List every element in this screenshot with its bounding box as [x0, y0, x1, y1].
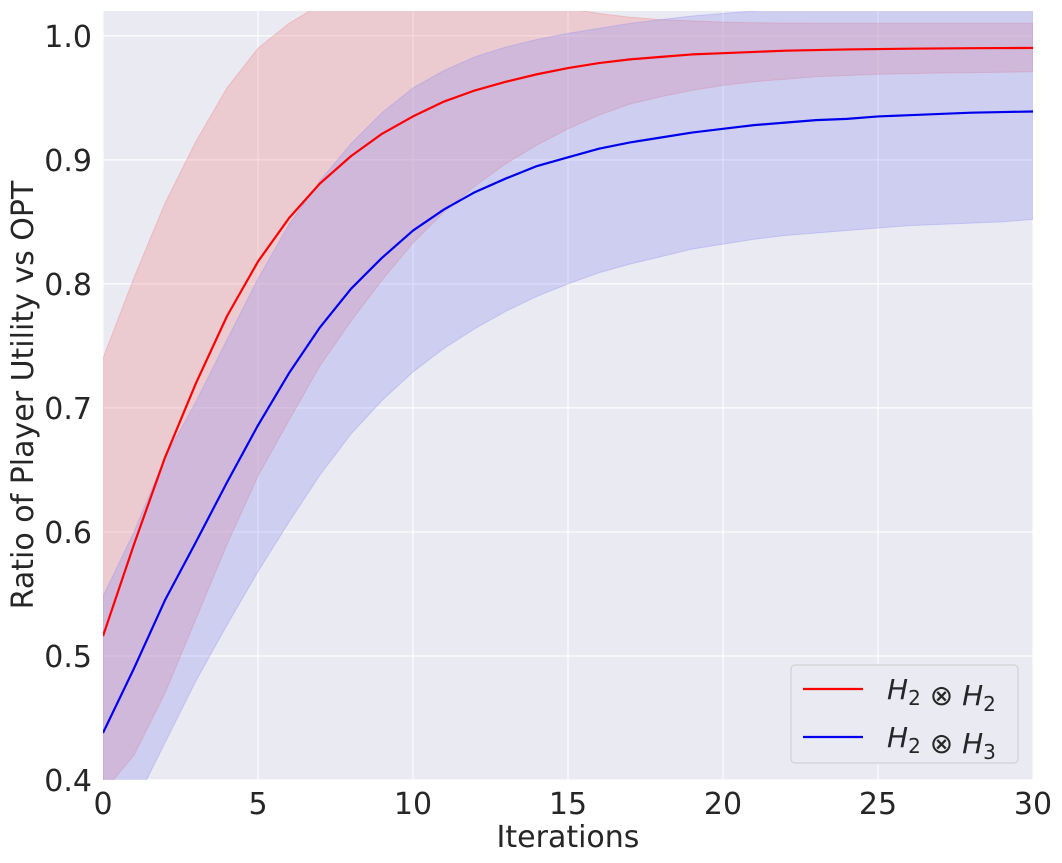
series-2-line: [103, 110, 1033, 734]
legend: H2 ⊗ H2 H2 ⊗ H3: [790, 664, 1019, 764]
x-tick-label: 0: [93, 787, 112, 822]
y-axis-label: Ratio of Player Utility vs OPT: [6, 180, 41, 609]
y-tick-label: 0.9: [44, 144, 92, 179]
x-tick-labels: 0 5 10 15 20 25 30: [93, 787, 1052, 822]
x-tick-label: 30: [1014, 787, 1052, 822]
y-tick-labels: 0.4 0.5 0.6 0.7 0.8 0.9 1.0: [44, 20, 92, 799]
series-lines: [103, 46, 1033, 734]
x-tick-label: 20: [704, 787, 742, 822]
legend-label-2: H2 ⊗ H3: [887, 721, 996, 764]
x-tick-label: 15: [549, 787, 587, 822]
legend-label-1: H2 ⊗ H2: [887, 673, 996, 716]
x-tick-label: 5: [248, 787, 267, 822]
y-tick-label: 1.0: [44, 20, 92, 55]
grid-lines: [102, 11, 1034, 781]
x-tick-label: 10: [394, 787, 432, 822]
x-axis-label: Iterations: [497, 820, 640, 855]
y-tick-label: 0.4: [44, 764, 92, 799]
x-tick-label: 25: [859, 787, 897, 822]
y-tick-label: 0.8: [44, 268, 92, 303]
y-tick-label: 0.5: [44, 640, 92, 675]
y-tick-label: 0.7: [44, 392, 92, 427]
series-bands: [103, 11, 1033, 780]
series-2-confidence-band: [103, 11, 1033, 780]
series-1-confidence-band: [103, 11, 1033, 780]
y-tick-label: 0.6: [44, 516, 92, 551]
series-1-line: [103, 46, 1033, 637]
